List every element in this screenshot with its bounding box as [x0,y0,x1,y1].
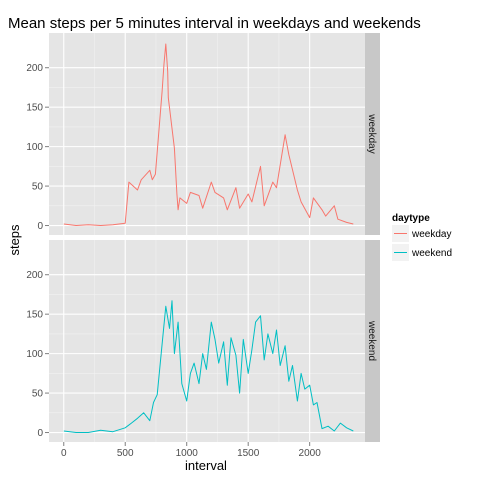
strip-label-weekday: weekday [366,113,377,153]
legend-title: daytype [392,213,430,224]
x-axis-title: interval [185,458,227,473]
x-tick-label: 1000 [176,448,199,459]
panel-background [49,240,365,442]
panel-weekday: 0 50 100 150 200 weekday [26,33,380,235]
panels-group: 0 50 100 150 200 weekday 0 50 100 150 200 weekend [26,33,380,442]
y-tick-label: 50 [32,389,44,400]
series-line-weekend [63,300,354,433]
y-tick-label: 50 [32,182,44,193]
x-tick-label: 0 [61,448,67,459]
y-tick-label: 150 [26,310,43,321]
strip-background [365,33,380,235]
chart-title: Mean steps per 5 minutes interval in wee… [8,15,421,32]
strip-background [365,240,380,442]
x-tick-label: 1500 [237,448,260,459]
legend-label-weekday: weekday [411,229,451,240]
y-tick-label: 150 [26,103,43,114]
series-line-weekday [63,43,354,226]
legend-label-weekend: weekend [411,248,452,259]
x-tick-label: 500 [117,448,134,459]
x-tick-label: 2000 [299,448,322,459]
legend: daytype weekday weekend [392,213,452,261]
x-axis: 0 500 1000 1500 2000 [61,442,321,459]
y-axis-title: steps [7,224,22,256]
strip-label-weekend: weekend [366,320,377,361]
y-tick-label: 100 [26,349,43,360]
y-tick-label: 200 [26,63,43,74]
y-tick-label: 200 [26,270,43,281]
panel-background [49,33,365,235]
y-tick-label: 100 [26,142,43,153]
panel-weekend: 0 50 100 150 200 weekend [26,240,380,442]
y-tick-label: 0 [37,428,43,439]
y-tick-label: 0 [37,221,43,232]
